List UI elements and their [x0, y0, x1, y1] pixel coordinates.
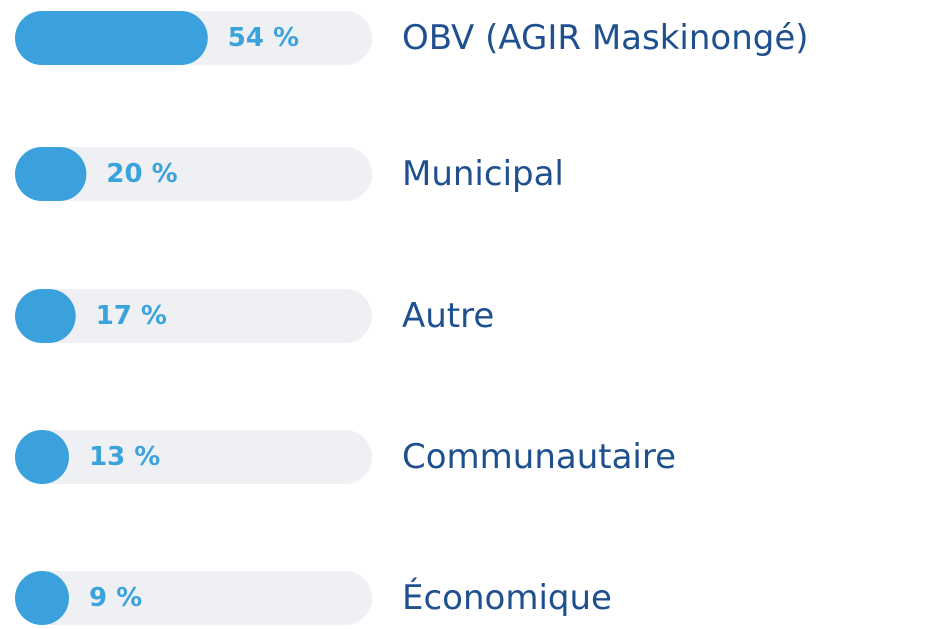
value-label: 54 % [228, 23, 299, 53]
category-label: OBV (AGIR Maskinongé) [402, 18, 809, 58]
bar-track [15, 289, 372, 343]
value-label: 13 % [89, 442, 160, 472]
bar [15, 147, 87, 201]
bar-track [15, 147, 372, 201]
bar [15, 11, 208, 65]
bar-track [15, 571, 372, 625]
category-label: Économique [402, 577, 612, 618]
category-label: Municipal [402, 154, 564, 194]
category-label: Autre [402, 296, 494, 336]
bar [15, 571, 69, 625]
bar-track [15, 430, 372, 484]
bar [15, 430, 69, 484]
category-label: Communautaire [402, 437, 676, 477]
value-label: 9 % [89, 583, 142, 613]
value-label: 17 % [96, 301, 167, 331]
bar [15, 289, 76, 343]
value-label: 20 % [106, 159, 177, 189]
